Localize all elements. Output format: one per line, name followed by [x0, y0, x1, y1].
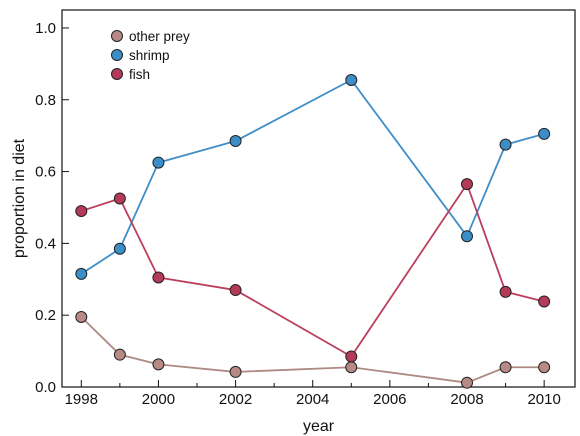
series-line-fish: [81, 183, 545, 358]
y-tick-label: 0.6: [35, 164, 56, 181]
legend: other prey shrimp fish: [111, 29, 190, 82]
y-tick-label: 0.4: [35, 235, 56, 252]
legend-marker: [111, 30, 123, 42]
legend-marker: [111, 49, 123, 61]
y-axis-label: proportion in diet: [11, 138, 28, 258]
legend-label: fish: [129, 67, 150, 82]
series-points: [75, 74, 551, 389]
data-point-shrimp: [538, 127, 551, 140]
data-point-shrimp: [499, 138, 512, 151]
x-tick-label: 2000: [142, 391, 175, 408]
data-point-fish: [345, 350, 358, 363]
data-point-shrimp: [345, 74, 358, 87]
x-tick-label: 1998: [65, 391, 98, 408]
data-point-other-prey: [75, 310, 88, 323]
series-line-other-prey: [80, 316, 545, 384]
data-point-shrimp: [113, 242, 126, 255]
data-point-shrimp: [461, 230, 473, 243]
legend-label: shrimp: [129, 48, 170, 63]
legend-label: other prey: [129, 29, 190, 44]
data-point-fish: [75, 205, 88, 218]
data-point-other-prey: [499, 361, 512, 374]
y-tick-label: 1.0: [35, 20, 56, 37]
plot-frame: [61, 9, 576, 388]
data-point-fish: [499, 285, 512, 298]
data-point-shrimp: [75, 267, 88, 280]
data-point-other-prey: [113, 348, 126, 361]
y-tick-label: 0.2: [35, 307, 56, 324]
data-point-shrimp: [152, 156, 165, 169]
data-point-fish: [461, 178, 473, 191]
data-point-fish: [229, 284, 242, 297]
data-point-other-prey: [461, 376, 473, 389]
series-line-shrimp: [80, 79, 545, 275]
y-tick-label: 0.8: [35, 92, 56, 109]
data-point-other-prey: [229, 365, 242, 378]
x-axis-label: year: [303, 418, 335, 435]
x-tick-label: 2010: [527, 391, 560, 408]
y-tick-label: 0.0: [35, 379, 56, 396]
axes: 0.0 0.2 0.4 0.6 0.8 1.0 1998 2000 2002 2004 2006 20…: [35, 9, 576, 408]
x-tick-label: 2002: [219, 391, 252, 408]
data-point-other-prey: [538, 361, 551, 374]
series-lines: [80, 79, 545, 384]
x-tick-label: 2008: [450, 391, 483, 408]
data-point-shrimp: [229, 135, 242, 148]
data-point-other-prey: [345, 361, 358, 374]
data-point-fish: [152, 271, 165, 284]
x-tick-label: 2006: [373, 391, 406, 408]
legend-marker: [111, 68, 123, 80]
data-point-other-prey: [152, 358, 165, 371]
x-tick-label: 2004: [296, 391, 329, 408]
data-point-fish: [538, 295, 551, 308]
data-point-fish: [113, 192, 126, 205]
